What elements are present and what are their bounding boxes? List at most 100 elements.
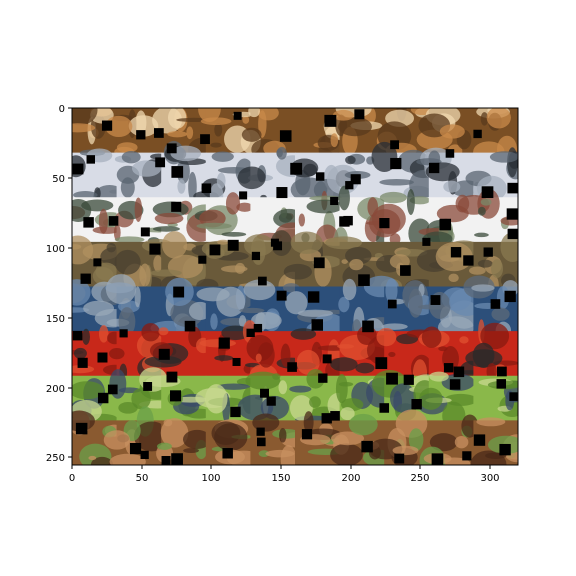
occlusion-square (507, 182, 518, 194)
occlusion-square (449, 379, 461, 390)
occlusion-square (330, 196, 339, 206)
occlusion-square (496, 366, 507, 377)
occlusion-square (218, 337, 230, 349)
axes-frame (71, 107, 519, 466)
occlusion-square (101, 120, 113, 131)
occlusion-square (490, 299, 501, 309)
y-tick-label: 0 (59, 104, 65, 115)
occlusion-square (481, 186, 494, 199)
occlusion-square (324, 114, 337, 127)
x-tick-label: 300 (480, 473, 499, 484)
occlusion-square (108, 216, 119, 226)
occlusion-square (158, 348, 170, 360)
occlusion-square (483, 247, 493, 257)
occlusion-square (227, 239, 239, 251)
occlusion-square (496, 379, 507, 389)
occlusion-square (450, 247, 462, 258)
occlusion-square (86, 155, 96, 164)
occlusion-square (201, 183, 212, 193)
occlusion-square (509, 392, 518, 401)
occlusion-square (386, 372, 398, 385)
occlusion-square (170, 390, 182, 402)
occlusion-square (307, 291, 320, 303)
occlusion-patches (72, 109, 518, 465)
occlusion-square (313, 257, 325, 269)
occlusion-square (321, 413, 332, 424)
occlusion-square (161, 455, 171, 465)
occlusion-square (171, 453, 183, 465)
occlusion-square (119, 329, 128, 338)
y-axis: 0 50 100 150 200 250 (46, 104, 72, 464)
occlusion-square (354, 109, 365, 120)
occlusion-square (311, 319, 324, 331)
occlusion-square (390, 140, 400, 150)
x-tick-label: 100 (201, 473, 220, 484)
occlusion-square (166, 371, 178, 383)
occlusion-square (266, 396, 276, 406)
occlusion-square (345, 181, 354, 190)
occlusion-square (428, 162, 440, 174)
tile-bird-on-branch (113, 197, 177, 245)
occlusion-square (97, 392, 109, 404)
occlusion-square (260, 388, 269, 398)
tile-bird-on-branch (194, 192, 254, 243)
occlusion-square (258, 276, 267, 286)
occlusion-square (140, 450, 149, 460)
occlusion-square (153, 128, 164, 138)
tile-red-car (465, 319, 518, 381)
occlusion-square (171, 166, 184, 178)
occlusion-square (431, 453, 444, 465)
occlusion-square (379, 403, 390, 413)
occlusion-square (318, 373, 328, 383)
occlusion-square (390, 157, 402, 170)
occlusion-square (350, 174, 361, 185)
occlusion-square (411, 399, 422, 410)
x-tick-label: 150 (271, 473, 290, 484)
occlusion-square (233, 111, 242, 120)
y-tick-label: 200 (46, 384, 65, 395)
occlusion-square (507, 228, 518, 240)
occlusion-square (97, 352, 108, 363)
occlusion-square (330, 411, 340, 421)
y-tick-label: 100 (46, 244, 65, 255)
occlusion-square (77, 357, 88, 368)
occlusion-square (445, 149, 455, 158)
tile-truck (114, 150, 168, 198)
occlusion-square (198, 255, 207, 264)
occlusion-square (72, 330, 83, 341)
occlusion-square (155, 157, 166, 168)
y-tick-label: 250 (46, 453, 65, 464)
occlusion-square (400, 265, 411, 276)
occlusion-square (200, 134, 210, 145)
occlusion-square (439, 218, 452, 231)
tile-car (381, 278, 435, 332)
tile-car (105, 274, 162, 336)
occlusion-square (422, 237, 431, 246)
occlusion-square (375, 357, 388, 370)
occlusion-square (232, 357, 241, 366)
tile-ostrich (417, 371, 478, 431)
occlusion-square (343, 215, 353, 226)
occlusion-square (107, 384, 118, 395)
occlusion-square (499, 443, 511, 456)
x-tick-label: 200 (341, 473, 360, 484)
occlusion-square (379, 218, 390, 229)
tile-frog (72, 108, 118, 154)
occlusion-square (430, 295, 441, 305)
occlusion-square (276, 290, 287, 301)
occlusion-square (403, 374, 414, 385)
occlusion-square (251, 251, 261, 261)
occlusion-square (462, 451, 472, 461)
tile-ostrich (195, 375, 257, 423)
occlusion-square (83, 217, 94, 228)
occlusion-square (279, 130, 292, 142)
occlusion-square (129, 443, 142, 455)
x-tick-label: 50 (136, 473, 149, 484)
tile-frog (416, 108, 474, 158)
occlusion-square (443, 363, 454, 373)
occlusion-square (361, 440, 373, 453)
occlusion-square (173, 286, 185, 298)
image-grid (72, 108, 518, 465)
occlusion-square (222, 448, 233, 459)
x-tick-label: 250 (410, 473, 429, 484)
